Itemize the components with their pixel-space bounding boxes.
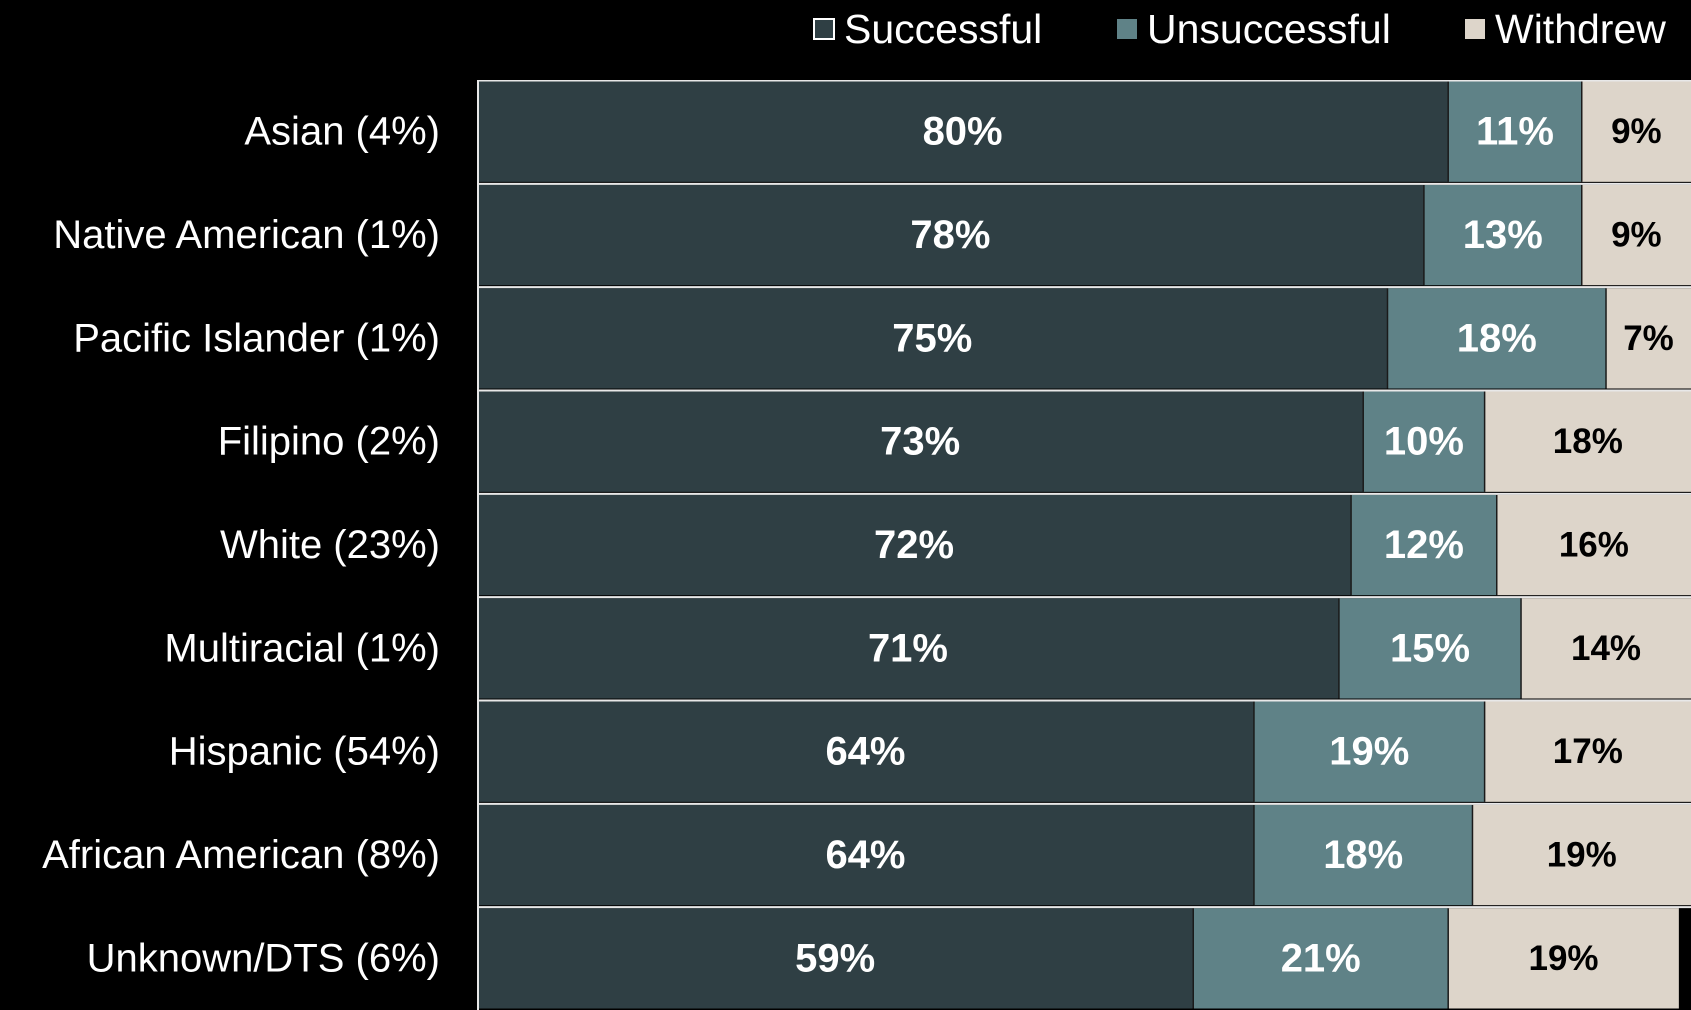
- bar-segment: [1423, 184, 1582, 286]
- y-tick-label: Hispanic (54%): [169, 730, 440, 774]
- bar-segment: [1193, 908, 1449, 1009]
- bar-segment: [477, 804, 1254, 906]
- data-label: 72%: [874, 523, 954, 567]
- data-label: 7%: [1623, 319, 1674, 358]
- y-tick-label: Multiracial (1%): [164, 626, 440, 670]
- bar-segment: [1338, 598, 1522, 699]
- data-label: 16%: [1559, 526, 1629, 565]
- bar-segment: [477, 391, 1364, 492]
- data-label: 80%: [923, 110, 1003, 154]
- data-label: 19%: [1547, 836, 1617, 875]
- data-label: 12%: [1384, 523, 1464, 567]
- bar-segment: [1484, 391, 1691, 492]
- y-tick-label: African American (8%): [42, 833, 440, 877]
- data-label: 73%: [880, 420, 960, 464]
- bar-segment: [477, 908, 1194, 1009]
- bar-segment: [477, 81, 1449, 182]
- bar-segment: [1484, 701, 1691, 802]
- y-tick-label: Unknown/DTS (6%): [87, 936, 440, 980]
- bar-segment: [1581, 81, 1691, 182]
- bar-segment: [1363, 391, 1485, 492]
- data-label: 9%: [1611, 112, 1662, 151]
- data-label: 75%: [892, 316, 972, 360]
- data-label: 78%: [910, 213, 990, 257]
- bar-segment: [477, 288, 1388, 389]
- bar-segment: [1581, 184, 1691, 286]
- data-label: 19%: [1528, 939, 1598, 978]
- bar-segment: [477, 598, 1339, 699]
- data-label: 59%: [795, 936, 875, 980]
- data-label: 71%: [868, 626, 948, 670]
- bar-segment: [1606, 288, 1691, 389]
- data-label: 18%: [1457, 316, 1537, 360]
- data-label: 14%: [1571, 629, 1641, 668]
- legend-label: Unsuccessful: [1147, 6, 1391, 52]
- y-tick-label: White (23%): [220, 523, 440, 567]
- y-tick-label: Native American (1%): [53, 213, 440, 257]
- y-tick-label: Asian (4%): [244, 110, 440, 154]
- bar-segment: [1351, 494, 1497, 596]
- bar-segment: [1448, 908, 1679, 1009]
- data-label: 18%: [1323, 833, 1403, 877]
- legend-swatch: [1117, 19, 1137, 39]
- y-tick-label: Filipino (2%): [218, 420, 440, 464]
- labels: Successful Unsuccessful Withdrew Asian (4%)…: [42, 6, 1674, 980]
- plot-area: [477, 80, 1691, 1010]
- data-label: 11%: [1476, 110, 1554, 154]
- bar-segment: [1387, 288, 1607, 389]
- data-label: 9%: [1611, 216, 1662, 255]
- legend-label: Successful: [844, 6, 1042, 52]
- legend-label: Withdrew: [1495, 6, 1666, 52]
- legend-swatch: [1465, 19, 1485, 39]
- bar-segment: [1472, 804, 1691, 906]
- data-label: 19%: [1329, 730, 1409, 774]
- bar-segment: [477, 184, 1424, 286]
- bar-segment: [1496, 494, 1691, 596]
- bar-segment: [477, 701, 1254, 802]
- data-label: 13%: [1463, 213, 1543, 257]
- bar-segment: [1448, 81, 1582, 182]
- data-label: 15%: [1390, 626, 1470, 670]
- bar-segment: [1253, 701, 1485, 802]
- data-label: 17%: [1553, 732, 1623, 771]
- data-label: 64%: [825, 730, 905, 774]
- data-label: 21%: [1281, 936, 1361, 980]
- bar-segment: [1253, 804, 1473, 906]
- data-label: 64%: [825, 833, 905, 877]
- legend-swatch: [813, 18, 835, 40]
- data-label: 18%: [1553, 422, 1623, 461]
- y-tick-label: Pacific Islander (1%): [73, 316, 440, 360]
- data-label: 10%: [1384, 420, 1464, 464]
- bar-segment: [1521, 598, 1691, 699]
- bar-segment: [477, 494, 1352, 596]
